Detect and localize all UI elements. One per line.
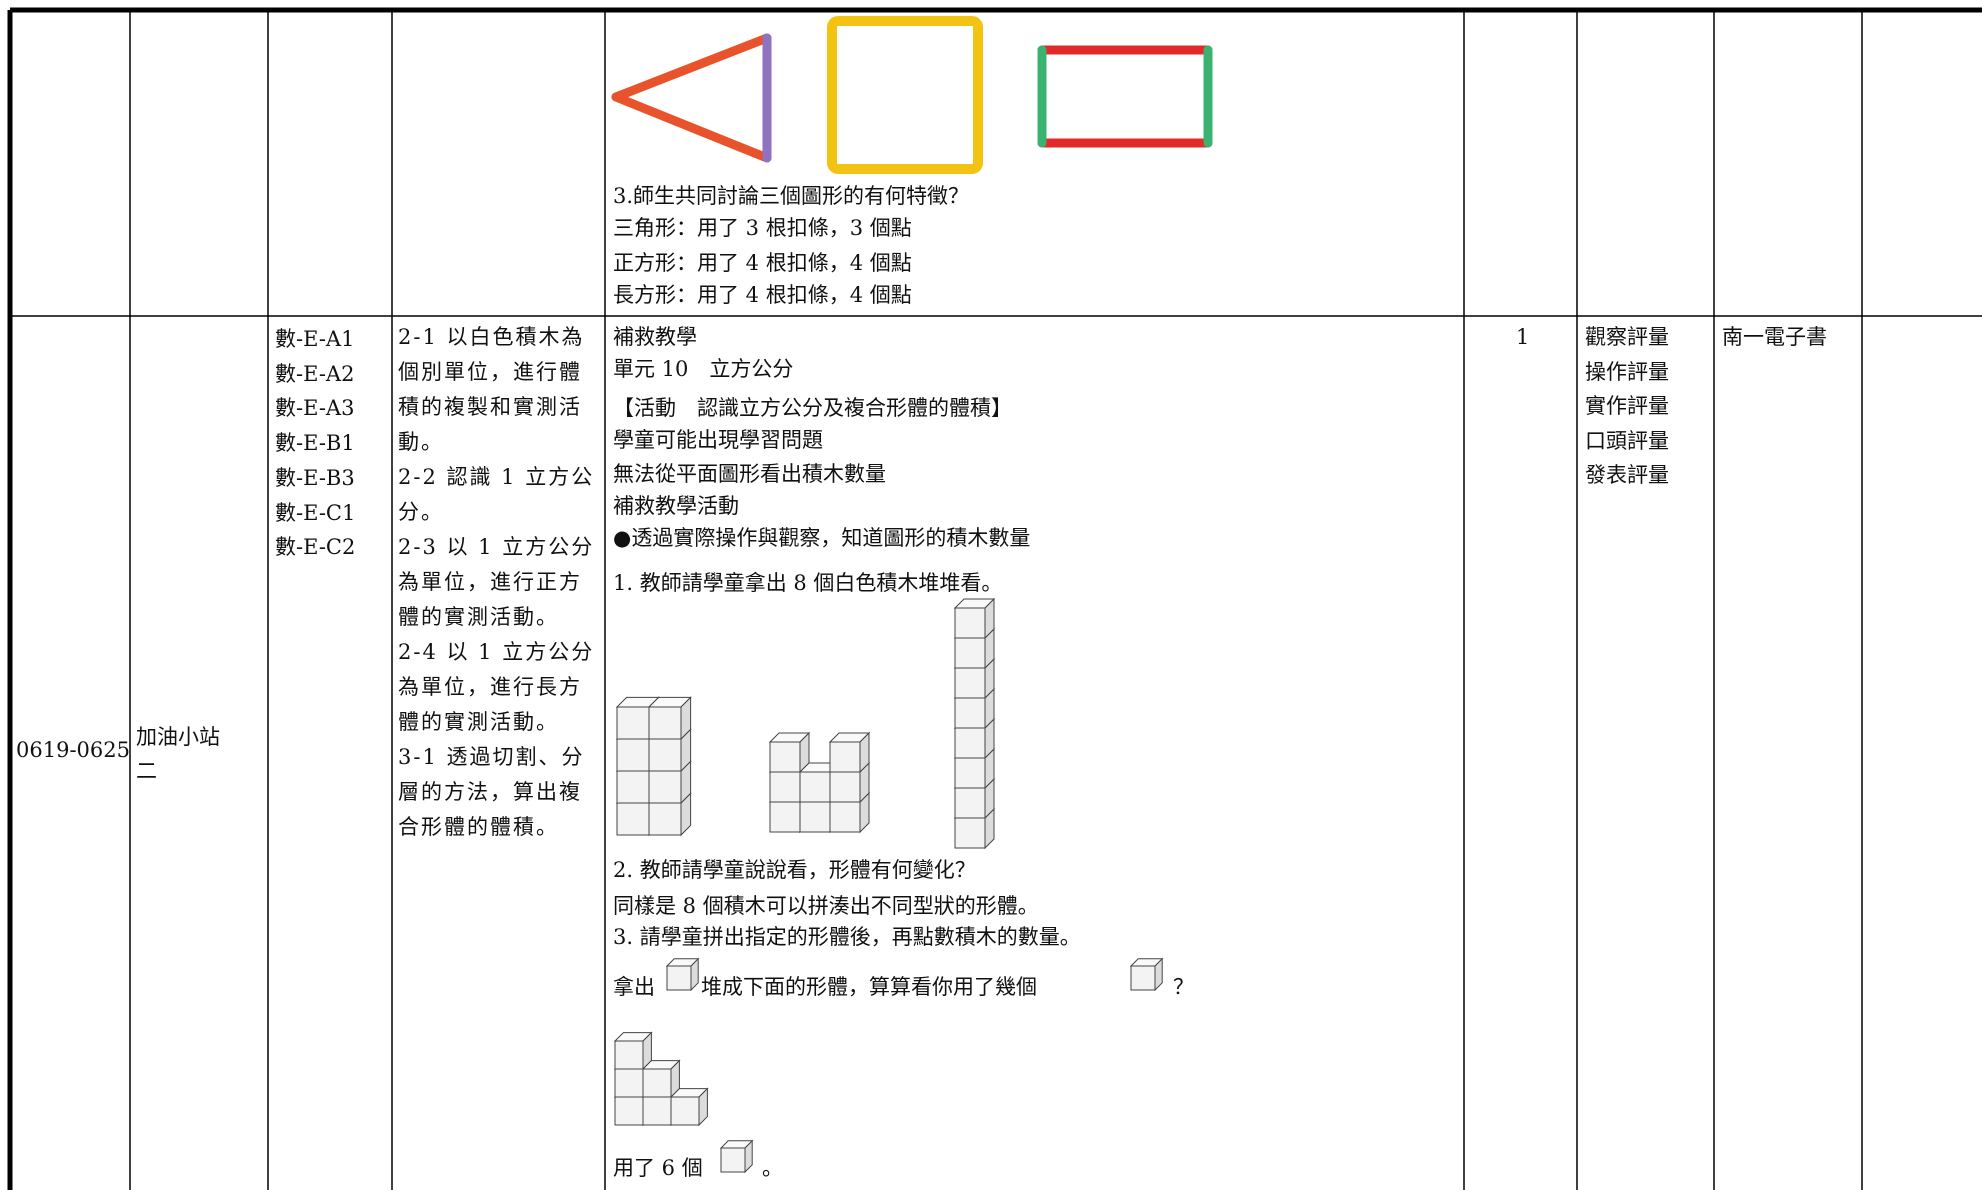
cell-borders	[7, 7, 1982, 1190]
cube-face	[648, 802, 682, 836]
cube-face	[954, 697, 986, 729]
assessment: 口頭評量	[1585, 428, 1669, 453]
cube-face	[698, 1087, 708, 1127]
cube-face	[614, 1040, 644, 1070]
activity-line: 【活動 認識立方公分及複合形體的體積】	[613, 396, 1012, 420]
objective: 2-3 以 1 立方公分為單位，進行正方體的實測活動。	[398, 535, 595, 629]
cube-face	[984, 597, 995, 640]
cube-face	[648, 706, 682, 740]
cube-face	[769, 771, 801, 803]
activity-line: 長方形：用了 4 根扣條，4 個點	[613, 283, 912, 307]
cube-face	[616, 802, 650, 836]
cube-face	[642, 1096, 672, 1126]
assessment: 觀察評量	[1585, 325, 1669, 349]
cube-face	[744, 1139, 753, 1174]
activity-line: 拿出	[613, 975, 655, 999]
activity-line: 無法從平面圖形看出積木數量	[613, 462, 886, 486]
cube-face	[829, 771, 861, 803]
cube-face	[954, 667, 986, 699]
activity-line: 單元 10 立方公分	[613, 357, 794, 381]
cube-face	[1154, 957, 1163, 992]
cube-face	[799, 801, 831, 833]
activity-line: 補救教學	[613, 325, 697, 349]
cube-face	[859, 731, 870, 774]
cube-face	[670, 1096, 700, 1126]
cube-face	[769, 801, 801, 833]
assessment: 發表評量	[1585, 463, 1669, 487]
cube-face	[614, 1068, 644, 1098]
cube-face	[769, 741, 801, 773]
activity-line: 學童可能出現學習問題	[613, 428, 823, 452]
cube-face	[690, 957, 699, 992]
activity-line: 同樣是 8 個積木可以拼湊出不同型狀的形體。	[613, 894, 1039, 918]
shapes-figure	[611, 16, 1213, 174]
cube-face	[666, 965, 692, 991]
cube-face	[954, 787, 986, 819]
indicator-code: 數-E-A2	[275, 361, 355, 386]
objective: 2-1 以白色積木為個別單位，進行體積的複製和實測活動。	[398, 325, 585, 454]
resources: 南一電子書	[1722, 325, 1827, 349]
cube-face	[954, 817, 986, 849]
cube-face	[680, 696, 692, 741]
indicator-code: 數-E-B1	[275, 431, 355, 456]
cube-face	[614, 1096, 644, 1126]
cube-face	[954, 607, 986, 639]
cube-face	[1130, 965, 1156, 991]
week: 0619-0625	[16, 738, 130, 762]
activity-line: 用了 6 個	[613, 1156, 703, 1180]
activity-line: 。	[762, 1156, 783, 1180]
activity-line: 3.師生共同討論三個圖形的有何特徵？	[613, 184, 970, 208]
indicator-code: 數-E-C2	[275, 535, 356, 560]
activity-line: ？	[1173, 975, 1194, 999]
activity-line: ●透過實際操作與觀察，知道圖形的積木數量	[613, 526, 1031, 550]
hours: 1	[1516, 325, 1530, 349]
indicator-code: 數-E-B3	[275, 465, 355, 490]
indicator-code: 數-E-C1	[275, 500, 356, 525]
objective: 2-4 以 1 立方公分為單位，進行長方體的實測活動。	[398, 640, 595, 734]
cube-face	[829, 801, 861, 833]
cube-face	[616, 706, 650, 740]
assessment: 操作評量	[1585, 359, 1669, 384]
activity-line: 堆成下面的形體，算算看你用了幾個	[701, 975, 1037, 999]
cube-face	[720, 1147, 746, 1173]
cube-face	[829, 741, 861, 773]
cube-face	[954, 757, 986, 789]
cube-face	[954, 637, 986, 669]
objective: 3-1 透過切割、分層的方法，算出複合形體的體積。	[398, 745, 585, 839]
cube-face	[642, 1068, 672, 1098]
activity-line: 1. 教師請學童拿出 8 個白色積木堆堆看。	[613, 571, 1003, 595]
activity-line: 2. 教師請學童說說看，形體有何變化？	[613, 858, 976, 882]
activity-line: 補救教學活動	[613, 494, 739, 518]
unit: 加油小站二	[136, 725, 220, 783]
cube-face	[799, 771, 831, 803]
activity-line: 3. 請學童拼出指定的形體後，再點數積木的數量。	[613, 925, 1081, 949]
indicator-code: 數-E-A3	[275, 396, 355, 421]
activity-line: 正方形：用了 4 根扣條，4 個點	[613, 251, 912, 275]
assessment: 實作評量	[1585, 394, 1669, 418]
indicator-code: 數-E-A1	[275, 327, 355, 351]
objectives: 2-1 以白色積木為個別單位，進行體積的複製和實測活動。 2-2 認識 1 立方公…	[398, 320, 598, 845]
cube-face	[648, 770, 682, 804]
cube-face	[616, 738, 650, 772]
cube-face	[648, 738, 682, 772]
objective: 2-2 認識 1 立方公分。	[398, 465, 595, 524]
cube-face	[954, 727, 986, 759]
cube-face	[616, 770, 650, 804]
cube-figures	[613, 597, 1164, 1174]
activity-line: 三角形：用了 3 根扣條，3 個點	[613, 216, 912, 240]
